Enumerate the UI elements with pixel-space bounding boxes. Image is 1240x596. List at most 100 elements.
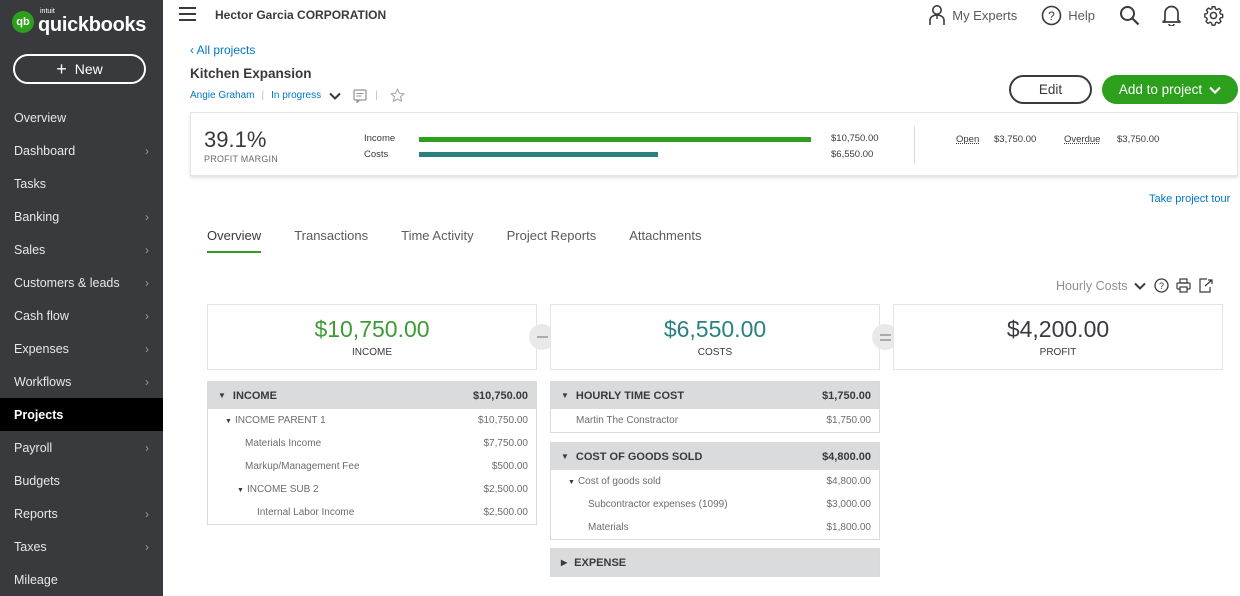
sidebar-item-payroll[interactable]: Payroll › xyxy=(0,431,163,464)
costs-bar-fill xyxy=(419,152,658,157)
person-icon xyxy=(929,5,946,25)
plus-icon: + xyxy=(56,59,67,79)
gear-icon xyxy=(1204,5,1224,26)
row-label: Cost of goods sold xyxy=(577,476,661,487)
table-row[interactable]: ▼ Cost of goods sold $4,800.00 xyxy=(551,470,879,493)
open-link[interactable]: Open xyxy=(956,134,980,145)
notifications-button[interactable] xyxy=(1162,4,1181,26)
sidebar-item-reports[interactable]: Reports › xyxy=(0,497,163,530)
sidebar-nav: Overview Dashboard › Tasks Banking › Sales › Cus… xyxy=(0,101,163,596)
chevron-right-icon: › xyxy=(145,242,149,257)
help-button[interactable]: ? xyxy=(1153,278,1169,293)
overdue-amount: $3,750.00 xyxy=(1117,134,1160,145)
chevron-right-icon: › xyxy=(145,341,149,356)
tab-attachments[interactable]: Attachments xyxy=(629,228,702,243)
caret-down-icon[interactable]: ▼ xyxy=(225,418,232,425)
hourly-time-cost-header[interactable]: ▼ HOURLY TIME COST $1,750.00 xyxy=(551,382,879,409)
costs-total-label: COSTS xyxy=(697,347,733,358)
table-row[interactable]: ▼ INCOME PARENT 1 $10,750.00 xyxy=(208,409,536,432)
caret-right-icon: ▶ xyxy=(561,558,568,567)
table-row[interactable]: Subcontractor expenses (1099) $3,000.00 xyxy=(551,493,879,516)
sidebar-item-expenses[interactable]: Expenses › xyxy=(0,332,163,365)
svg-text:?: ? xyxy=(1048,9,1055,23)
sidebar-item-overview[interactable]: Overview xyxy=(0,101,163,134)
sidebar-item-taxes[interactable]: Taxes › xyxy=(0,530,163,563)
row-label: Materials xyxy=(588,522,629,533)
expense-header[interactable]: ▶ EXPENSE xyxy=(551,549,879,576)
my-experts-link[interactable]: My Experts xyxy=(928,4,1017,26)
row-amount: $500.00 xyxy=(491,461,528,472)
sidebar-item-banking[interactable]: Banking › xyxy=(0,200,163,233)
sidebar-item-label: Cash flow xyxy=(14,308,69,323)
chevron-right-icon: › xyxy=(145,440,149,455)
notes-icon xyxy=(353,88,367,103)
new-button[interactable]: + New xyxy=(13,54,146,84)
tab-project-reports[interactable]: Project Reports xyxy=(506,228,597,243)
profit-total-card: $4,200.00 PROFIT xyxy=(893,304,1223,370)
help-icon: ? xyxy=(1153,278,1169,293)
tab-overview[interactable]: Overview xyxy=(207,228,262,253)
table-row[interactable]: ▼ INCOME SUB 2 $2,500.00 xyxy=(208,478,536,501)
income-total-label: INCOME xyxy=(352,347,392,358)
print-button[interactable] xyxy=(1175,278,1191,293)
table-row[interactable]: Markup/Management Fee $500.00 xyxy=(208,455,536,478)
cogs-title: COST OF GOODS SOLD xyxy=(575,450,703,463)
status-dropdown[interactable] xyxy=(329,92,341,100)
notes-button[interactable] xyxy=(353,88,367,103)
table-row[interactable]: Materials Income $7,750.00 xyxy=(208,432,536,455)
costs-bar xyxy=(419,152,811,157)
edit-button[interactable]: Edit xyxy=(1009,75,1092,104)
export-button[interactable] xyxy=(1198,278,1213,293)
row-amount: $1,750.00 xyxy=(826,415,872,426)
sidebar-item-mileage[interactable]: Mileage xyxy=(0,563,163,596)
sidebar-item-dashboard[interactable]: Dashboard › xyxy=(0,134,163,167)
table-row[interactable]: Martin The Constractor $1,750.00 xyxy=(551,409,879,432)
tab-transactions[interactable]: Transactions xyxy=(294,228,369,243)
project-meta: Angie Graham | In progress | xyxy=(190,88,405,103)
settings-button[interactable] xyxy=(1203,5,1224,26)
profit-margin-value: 39.1% xyxy=(204,127,267,152)
cost-filter-dropdown[interactable] xyxy=(1133,282,1146,290)
star-icon xyxy=(390,88,405,102)
favorite-button[interactable] xyxy=(390,88,405,103)
tab-time-activity[interactable]: Time Activity xyxy=(401,228,474,243)
chevron-down-icon xyxy=(329,92,341,100)
income-table-header[interactable]: ▼ INCOME $10,750.00 xyxy=(208,382,536,409)
cogs-header[interactable]: ▼ COST OF GOODS SOLD $4,800.00 xyxy=(551,443,879,470)
sidebar-item-workflows[interactable]: Workflows › xyxy=(0,365,163,398)
sidebar-item-cash-flow[interactable]: Cash flow › xyxy=(0,299,163,332)
menu-icon[interactable] xyxy=(179,7,196,21)
sidebar-item-tasks[interactable]: Tasks xyxy=(0,167,163,200)
sidebar-item-budgets[interactable]: Budgets xyxy=(0,464,163,497)
sidebar-item-projects[interactable]: Projects xyxy=(0,398,163,431)
all-projects-link[interactable]: ‹ All projects xyxy=(190,43,256,57)
take-project-tour-link[interactable]: Take project tour xyxy=(1149,193,1231,205)
row-label: Subcontractor expenses (1099) xyxy=(588,499,728,510)
qb-logo-icon: qb xyxy=(12,10,34,33)
customer-link[interactable]: Angie Graham xyxy=(190,90,255,101)
row-amount: $1,800.00 xyxy=(826,522,872,533)
table-row[interactable]: Internal Labor Income $2,500.00 xyxy=(208,501,536,524)
chevron-right-icon: › xyxy=(145,506,149,521)
status-label[interactable]: In progress xyxy=(271,90,322,101)
cost-filter-label[interactable]: Hourly Costs xyxy=(1056,278,1128,293)
sidebar-item-label: Taxes xyxy=(14,539,47,554)
income-table: ▼ INCOME $10,750.00 ▼ INCOME PARENT 1 $10,7… xyxy=(207,381,537,525)
row-amount: $7,750.00 xyxy=(483,438,529,449)
overdue-link[interactable]: Overdue xyxy=(1064,134,1101,145)
row-label: Markup/Management Fee xyxy=(245,461,360,472)
hourly-time-cost-table: ▼ HOURLY TIME COST $1,750.00 Martin The C… xyxy=(550,381,880,433)
caret-down-icon[interactable]: ▼ xyxy=(237,487,244,494)
help-link[interactable]: ? Help xyxy=(1041,5,1095,26)
add-to-project-button[interactable]: Add to project xyxy=(1102,75,1238,104)
sidebar-item-sales[interactable]: Sales › xyxy=(0,233,163,266)
caret-down-icon[interactable]: ▼ xyxy=(568,479,575,486)
costs-total-card: $6,550.00 COSTS xyxy=(550,304,880,370)
quickbooks-logo[interactable]: qb intuit quickbooks xyxy=(12,8,146,35)
search-button[interactable] xyxy=(1119,5,1140,26)
export-icon xyxy=(1198,278,1213,293)
project-tabs: Overview Transactions Time Activity Project… xyxy=(207,228,734,253)
sidebar-item-customers-leads[interactable]: Customers & leads › xyxy=(0,266,163,299)
table-row[interactable]: Materials $1,800.00 xyxy=(551,516,879,539)
sidebar-item-label: Sales xyxy=(14,242,46,257)
